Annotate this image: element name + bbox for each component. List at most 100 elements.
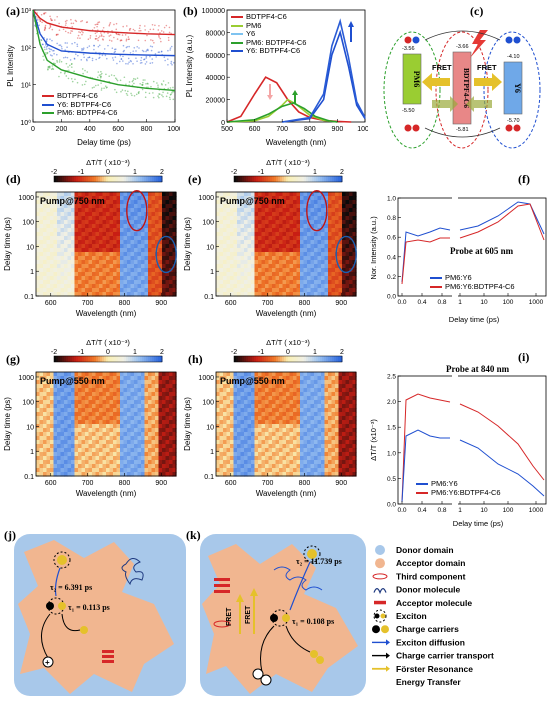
heatmap-cell: [318, 376, 322, 381]
heatmap-cell: [258, 412, 262, 417]
heatmap-cell: [318, 220, 322, 225]
heatmap-cell: [68, 392, 72, 397]
hole-dot: [405, 125, 412, 132]
a-noise-point: [87, 47, 89, 49]
a-noise-point: [56, 60, 58, 62]
heatmap-cell: [255, 248, 259, 253]
heatmap-cell: [311, 380, 315, 385]
heatmap-cell: [110, 284, 114, 289]
heatmap-cell: [141, 252, 145, 257]
heatmap-cell: [328, 224, 332, 229]
heatmap-cell: [124, 240, 128, 245]
heatmap-cell: [318, 280, 322, 285]
heatmap-cell: [300, 416, 304, 421]
heatmap-cell: [106, 272, 110, 277]
heatmap-cell: [251, 452, 255, 457]
heatmap-cell: [103, 264, 107, 269]
heatmap-cell: [311, 444, 315, 449]
heatmap-cell: [216, 280, 220, 285]
heatmap-cell: [286, 384, 290, 389]
heatmap-cell: [131, 220, 135, 225]
heatmap-cell: [318, 404, 322, 409]
panel-label-g: (g): [6, 352, 20, 367]
heatmap-cell: [131, 276, 135, 281]
heatmap-cell: [169, 272, 173, 277]
heatmap-cell: [272, 248, 276, 253]
heatmap-cell: [99, 256, 103, 261]
heatmap-cell: [251, 424, 255, 429]
heatmap-cell: [311, 456, 315, 461]
heatmap-cell: [307, 408, 311, 413]
heatmap-cell: [57, 428, 61, 433]
a-noise-point: [70, 32, 72, 34]
heatmap-cell: [237, 464, 241, 469]
heatmap-cell: [258, 240, 262, 245]
heatmap-cell: [244, 232, 248, 237]
heatmap-cell: [82, 456, 86, 461]
heatmap-cell: [68, 400, 72, 405]
b-xtick: 700: [276, 126, 288, 133]
heatmap-cell: [332, 424, 336, 429]
heatmap-cell: [293, 420, 297, 425]
heatmap-cell: [141, 388, 145, 393]
heatmap-cell: [148, 212, 152, 217]
heatmap-cell: [335, 376, 339, 381]
heatmap-cell: [43, 288, 47, 293]
heatmap-ytick: 0.1: [24, 474, 34, 481]
heatmap-cell: [346, 460, 350, 465]
heatmap-cell: [321, 448, 325, 453]
heatmap-cell: [85, 428, 89, 433]
heatmap-cell: [159, 192, 163, 197]
heatmap-cell: [148, 248, 152, 253]
heatmap-cell: [96, 260, 100, 265]
heatmap-cell: [103, 456, 107, 461]
heatmap-cell: [89, 264, 93, 269]
heatmap-cell: [36, 428, 40, 433]
heatmap-cell: [297, 400, 301, 405]
heatmap-cell: [349, 460, 353, 465]
heatmap-cell: [152, 260, 156, 265]
a-noise-point: [142, 89, 144, 91]
heatmap-cell: [166, 412, 170, 417]
heatmap-cell: [339, 224, 343, 229]
a-noise-point: [141, 57, 143, 59]
heatmap-cell: [110, 412, 114, 417]
heatmap-cell: [286, 196, 290, 201]
heatmap-cell: [255, 212, 259, 217]
heatmap-cell: [152, 448, 156, 453]
heatmap-cell: [71, 260, 75, 265]
heatmap-cell: [89, 232, 93, 237]
heatmap-cell: [255, 280, 259, 285]
heatmap-cell: [162, 464, 166, 469]
heatmap-cell: [96, 460, 100, 465]
heatmap-cell: [297, 388, 301, 393]
a-noise-point: [149, 62, 151, 64]
heatmap-cell: [234, 248, 238, 253]
heatmap-cell: [36, 460, 40, 465]
a-noise-point: [82, 68, 84, 70]
heatmap-cell: [141, 460, 145, 465]
heatmap-cell: [216, 264, 220, 269]
heatmap-cell: [311, 216, 315, 221]
heatmap-cell: [162, 416, 166, 421]
heatmap-cell: [57, 208, 61, 213]
heatmap-cell: [255, 464, 259, 469]
heatmap-cell: [304, 436, 308, 441]
heatmap-cell: [300, 228, 304, 233]
heatmap-cell: [237, 272, 241, 277]
heatmap-cell: [103, 412, 107, 417]
heatmap-cell: [141, 456, 145, 461]
a-noise-point: [81, 49, 83, 51]
heatmap-cell: [148, 400, 152, 405]
heatmap-cell: [162, 252, 166, 257]
heatmap-cell: [169, 192, 173, 197]
heatmap-cell: [127, 444, 131, 449]
heatmap-cell: [234, 256, 238, 261]
heatmap-cell: [276, 404, 280, 409]
heatmap-cell: [145, 428, 149, 433]
heatmap-cell: [96, 444, 100, 449]
heatmap-cell: [113, 376, 117, 381]
heatmap-cell: [120, 196, 124, 201]
heatmap-cell: [255, 468, 259, 473]
a-noise-point: [99, 21, 101, 23]
